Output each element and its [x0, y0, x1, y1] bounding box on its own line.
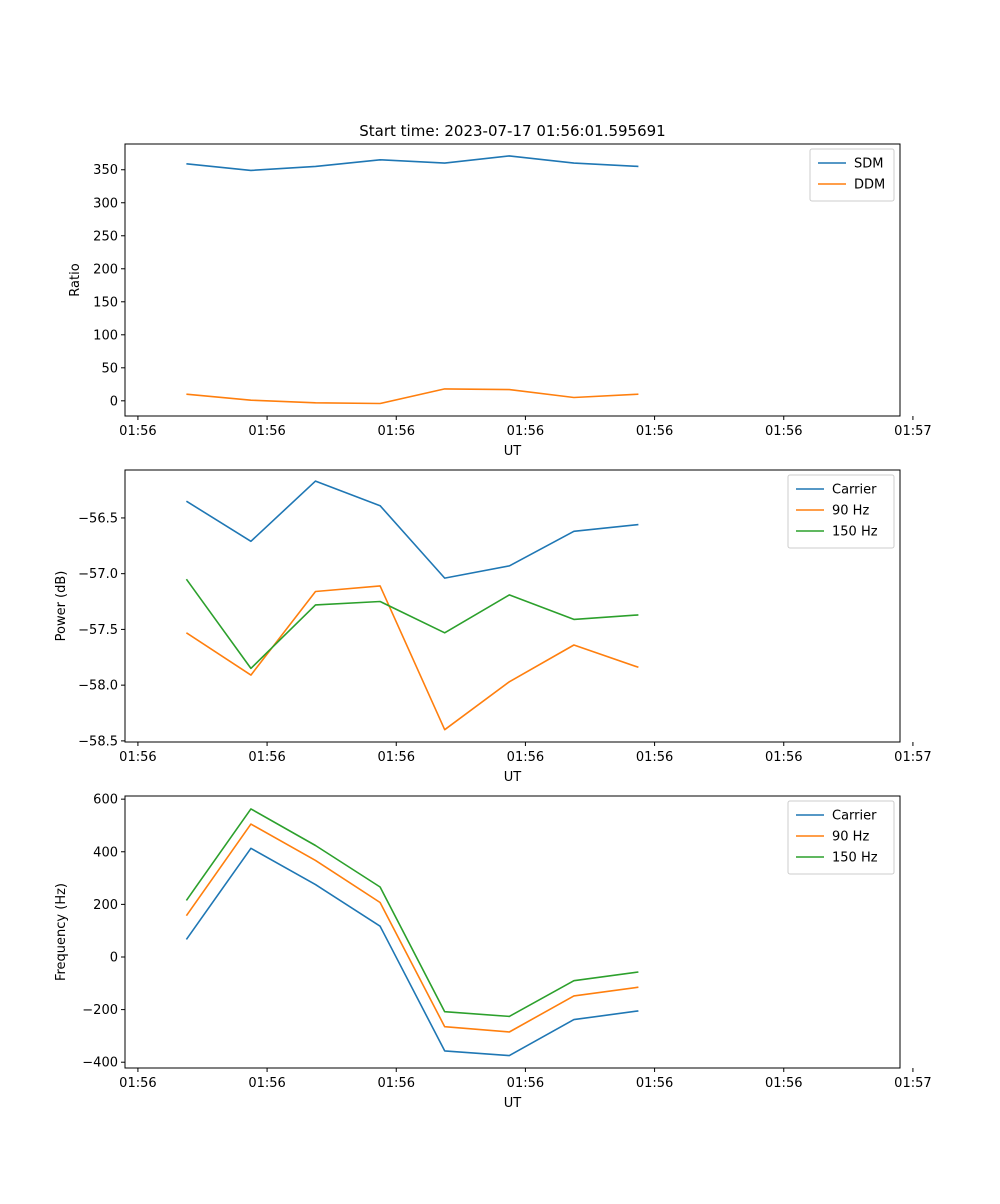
legend-entry-label: 90 Hz [832, 504, 869, 519]
x-tick-label: 01:56 [507, 1076, 544, 1091]
y-tick-label: 350 [93, 163, 118, 178]
x-tick-label: 01:57 [894, 424, 931, 439]
y-tick-label: 200 [93, 262, 118, 277]
legend: SDM DDM [809, 148, 895, 202]
series-line-150-hz [185, 808, 639, 1018]
x-tick-label: 01:56 [248, 1076, 285, 1091]
legend: Carrier 90 Hz 150 Hz [787, 800, 895, 875]
x-tick-label: 01:56 [119, 424, 156, 439]
legend-entry-label: 150 Hz [832, 851, 878, 866]
y-tick-label: 600 [93, 793, 118, 808]
x-tick-label: 01:56 [507, 424, 544, 439]
y-tick-label: −58.0 [78, 679, 118, 694]
y-tick-label: 150 [93, 295, 118, 310]
y-tick-label: 250 [93, 229, 118, 244]
legend-box [809, 148, 895, 202]
x-tick-label: 01:56 [119, 1076, 156, 1091]
y-tick-label: 300 [93, 196, 118, 211]
x-tick-label: 01:56 [636, 424, 673, 439]
y-tick-label: −58.5 [78, 734, 118, 749]
x-tick-label: 01:56 [378, 1076, 415, 1091]
y-axis-label: Power (dB) [54, 571, 69, 642]
x-tick-label: 01:56 [765, 1076, 802, 1091]
x-tick-label: 01:56 [507, 750, 544, 765]
y-axis-label: Ratio [68, 263, 83, 296]
series-line-90-hz [185, 585, 639, 731]
series-line-carrier [185, 480, 639, 579]
legend: Carrier 90 Hz 150 Hz [787, 474, 895, 549]
series-line-ddm [186, 388, 639, 405]
y-tick-label: −56.5 [78, 511, 118, 526]
x-tick-label: 01:56 [765, 424, 802, 439]
legend-entry-label: 150 Hz [832, 525, 878, 540]
chart-panel-1: Start time: 2023-07-17 01:56:01.59569101… [68, 122, 932, 459]
axes-frame [124, 143, 901, 417]
chart-panel-3: 01:56 01:56 01:56 01:56 01:56 01:56 01:57 −400 −… [54, 793, 932, 1111]
y-tick-label: 100 [93, 328, 118, 343]
x-axis-label: UT [504, 770, 522, 785]
y-tick-label: −57.0 [78, 567, 118, 582]
x-tick-label: 01:56 [765, 750, 802, 765]
y-tick-label: 400 [93, 845, 118, 860]
x-axis-label: UT [504, 444, 522, 459]
y-tick-label: 200 [93, 898, 118, 913]
x-tick-label: 01:57 [894, 750, 931, 765]
series-line-sdm [186, 155, 639, 172]
legend-entry-label: DDM [854, 178, 885, 193]
legend-box [787, 474, 895, 549]
x-tick-label: 01:57 [894, 1076, 931, 1091]
x-tick-label: 01:56 [248, 750, 285, 765]
legend-entry-label: 90 Hz [832, 830, 869, 845]
x-tick-label: 01:56 [378, 424, 415, 439]
axes-frame [124, 469, 901, 743]
y-tick-label: −200 [82, 1003, 118, 1018]
x-tick-label: 01:56 [636, 750, 673, 765]
x-tick-label: 01:56 [636, 1076, 673, 1091]
chart-title: Start time: 2023-07-17 01:56:01.595691 [359, 122, 665, 140]
x-axis-label: UT [504, 1096, 522, 1111]
chart-panel-2: 01:56 01:56 01:56 01:56 01:56 01:56 01:57 −58.5… [54, 469, 932, 785]
y-tick-label: 50 [101, 361, 118, 376]
y-tick-label: 0 [110, 394, 118, 409]
y-axis-label: Frequency (Hz) [54, 883, 69, 981]
series-line-90-hz [185, 823, 639, 1033]
x-tick-label: 01:56 [119, 750, 156, 765]
series-line-150-hz [185, 578, 639, 670]
legend-entry-label: SDM [854, 157, 883, 172]
x-tick-label: 01:56 [248, 424, 285, 439]
axes-frame [124, 795, 901, 1069]
x-tick-label: 01:56 [378, 750, 415, 765]
y-tick-label: −57.5 [78, 623, 118, 638]
y-tick-label: −400 [82, 1056, 118, 1071]
legend-entry-label: Carrier [832, 483, 877, 498]
legend-box [787, 800, 895, 875]
y-tick-label: 0 [110, 950, 118, 965]
legend-entry-label: Carrier [832, 809, 877, 824]
series-line-carrier [185, 847, 639, 1057]
